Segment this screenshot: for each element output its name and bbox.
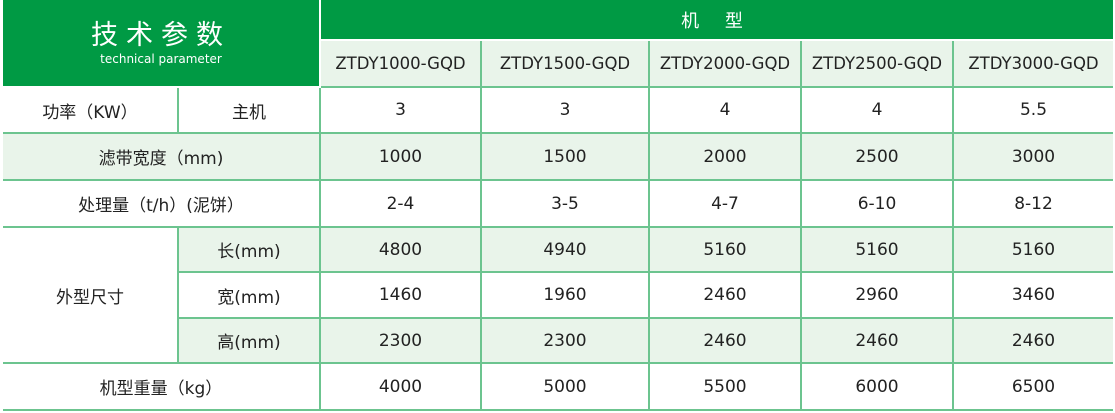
table-row-power: 功率（KW） 主机 3 3 4 4 5.5	[3, 86, 1113, 134]
cell: 4940	[480, 226, 650, 273]
cell: 6-10	[800, 179, 954, 228]
cell: 3460	[952, 271, 1113, 319]
cell: 2300	[319, 317, 482, 364]
cell: 4	[800, 86, 954, 134]
cell: 2-4	[319, 179, 482, 228]
cell: 3	[319, 86, 482, 134]
cell: 4-7	[648, 179, 802, 228]
cell: 5.5	[952, 86, 1113, 134]
row-label: 外型尺寸	[3, 226, 179, 364]
cell: 5160	[648, 226, 802, 273]
cell: 4000	[319, 362, 482, 411]
model-header: ZTDY2500-GQD	[800, 39, 954, 88]
cell: 5160	[800, 226, 954, 273]
table-row-length: 外型尺寸 长(mm) 4800 4940 5160 5160 5160	[3, 226, 1113, 364]
table-row-height: 高(mm) 2300 2300 2460 2460 2460	[3, 317, 1113, 364]
cell: 6000	[800, 362, 954, 411]
cell: 8-12	[952, 179, 1113, 228]
cell: 5500	[648, 362, 802, 411]
table-title: 技术参数	[91, 20, 231, 51]
model-header: ZTDY2000-GQD	[648, 39, 802, 88]
table-row-width: 宽(mm) 1460 1960 2460 2960 3460	[3, 271, 1113, 319]
cell: 1000	[319, 132, 482, 181]
row-label: 滤带宽度（mm)	[3, 132, 321, 181]
cell: 3000	[952, 132, 1113, 181]
row-label: 功率（KW）	[3, 86, 179, 134]
table-row-capacity: 处理量（t/h）(泥饼） 2-4 3-5 4-7 6-10 8-12	[3, 179, 1113, 228]
table-subtitle: technical parameter	[100, 52, 222, 66]
cell: 2460	[648, 271, 802, 319]
row-label: 机型重量（kg）	[3, 362, 321, 411]
table-row-belt-width: 滤带宽度（mm) 1000 1500 2000 2500 3000	[3, 132, 1113, 181]
row-sublabel: 长(mm)	[177, 226, 321, 273]
table-title-cell: 技术参数 technical parameter	[3, 0, 321, 88]
model-header: ZTDY3000-GQD	[952, 39, 1113, 88]
cell: 2300	[480, 317, 650, 364]
table-row-weight: 机型重量（kg） 4000 5000 5500 6000 6500	[3, 362, 1113, 411]
cell: 1500	[480, 132, 650, 181]
row-sublabel: 主机	[177, 86, 321, 134]
model-group-header: 机 型	[319, 0, 1113, 41]
cell: 1460	[319, 271, 482, 319]
cell: 3	[480, 86, 650, 134]
cell: 2460	[800, 317, 954, 364]
technical-parameter-table: 技术参数 technical parameter 机 型 ZTDY1000-GQ…	[3, 0, 1113, 411]
row-sublabel: 高(mm)	[178, 317, 321, 364]
cell: 3-5	[480, 179, 650, 228]
cell: 2500	[800, 132, 954, 181]
model-header: ZTDY1500-GQD	[480, 39, 650, 88]
cell: 1960	[480, 271, 650, 319]
cell: 2000	[648, 132, 802, 181]
row-label: 处理量（t/h）(泥饼）	[3, 179, 321, 228]
row-sublabel: 宽(mm)	[178, 271, 321, 319]
cell: 2460	[648, 317, 802, 364]
cell: 6500	[952, 362, 1113, 411]
cell: 4800	[319, 226, 482, 273]
cell: 5000	[480, 362, 650, 411]
cell: 2460	[952, 317, 1113, 364]
cell: 5160	[952, 226, 1113, 273]
cell: 4	[648, 86, 802, 134]
model-header: ZTDY1000-GQD	[320, 39, 482, 88]
cell: 2960	[800, 271, 954, 319]
